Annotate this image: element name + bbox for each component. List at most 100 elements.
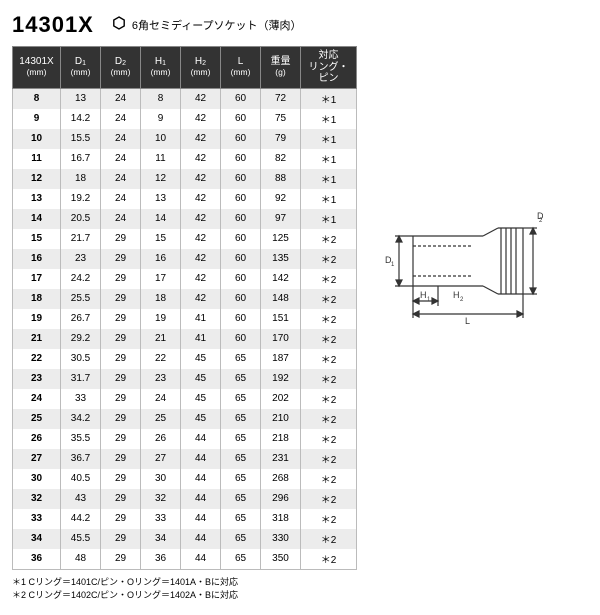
table-cell: 29 (101, 549, 141, 570)
table-cell: 42 (181, 269, 221, 289)
table-cell: 60 (221, 88, 261, 109)
column-header: L(mm) (221, 47, 261, 89)
table-row: 324329324465296＊2 (13, 489, 357, 509)
table-cell: 29 (101, 249, 141, 269)
table-row: 1926.729194160151＊2 (13, 309, 357, 329)
table-cell: ＊2 (301, 449, 357, 469)
table-cell: 40.5 (61, 469, 101, 489)
table-row: 2230.529224565187＊2 (13, 349, 357, 369)
table-cell: ＊2 (301, 329, 357, 349)
table-cell: 21.7 (61, 229, 101, 249)
table-cell: 33 (141, 509, 181, 529)
table-cell: 24.2 (61, 269, 101, 289)
table-cell: 34 (13, 529, 61, 549)
table-cell: 142 (261, 269, 301, 289)
table-cell: 29 (101, 529, 141, 549)
table-cell: 24 (101, 169, 141, 189)
table-cell: 79 (261, 129, 301, 149)
table-cell: 60 (221, 249, 261, 269)
footnotes: ＊1 Cリング＝1401C/ピン・Oリング＝1401A・Bに対応＊2 Cリング＝… (12, 576, 357, 603)
table-cell: 44 (181, 509, 221, 529)
table-cell: 41 (181, 309, 221, 329)
table-cell: 29 (101, 389, 141, 409)
table-cell: 60 (221, 269, 261, 289)
table-cell: ＊2 (301, 309, 357, 329)
table-row: 813248426072＊1 (13, 88, 357, 109)
table-cell: 268 (261, 469, 301, 489)
table-cell: 48 (61, 549, 101, 570)
table-cell: 15.5 (61, 129, 101, 149)
table-cell: 21 (13, 329, 61, 349)
table-cell: 42 (181, 289, 221, 309)
table-cell: 44.2 (61, 509, 101, 529)
spec-table-wrap: 14301X(mm)D1(mm)D2(mm)H1(mm)H2(mm)L(mm)重… (12, 46, 357, 603)
table-cell: 26 (13, 429, 61, 449)
table-cell: 8 (141, 88, 181, 109)
table-cell: 65 (221, 349, 261, 369)
table-cell: 23 (13, 369, 61, 389)
table-cell: 13 (61, 88, 101, 109)
socket-diagram: D1 D2 H1 H2 L (373, 206, 543, 331)
table-cell: 60 (221, 169, 261, 189)
table-cell: 12 (13, 169, 61, 189)
table-cell: 75 (261, 109, 301, 129)
table-cell: 33 (13, 509, 61, 529)
table-cell: ＊1 (301, 169, 357, 189)
table-cell: 30 (13, 469, 61, 489)
table-cell: ＊1 (301, 109, 357, 129)
column-header: H1(mm) (141, 47, 181, 89)
column-header: 対応リング・ピン (301, 47, 357, 89)
table-row: 914.2249426075＊1 (13, 109, 357, 129)
table-cell: ＊2 (301, 349, 357, 369)
table-cell: 24 (101, 149, 141, 169)
column-header: H2(mm) (181, 47, 221, 89)
svg-text:1: 1 (391, 262, 395, 268)
footnote-line: ＊2 Cリング＝1402C/ピン・Oリング＝1402A・Bに対応 (12, 589, 357, 603)
table-cell: 42 (181, 149, 221, 169)
table-cell: 44 (181, 489, 221, 509)
table-cell: 45 (181, 369, 221, 389)
table-cell: ＊2 (301, 269, 357, 289)
table-cell: 8 (13, 88, 61, 109)
table-cell: 27 (141, 449, 181, 469)
table-cell: 135 (261, 249, 301, 269)
table-cell: 16.7 (61, 149, 101, 169)
table-cell: 13 (13, 189, 61, 209)
table-cell: ＊2 (301, 509, 357, 529)
table-cell: ＊2 (301, 409, 357, 429)
table-row: 1521.729154260125＊2 (13, 229, 357, 249)
table-cell: 16 (141, 249, 181, 269)
table-cell: 12 (141, 169, 181, 189)
table-cell: 92 (261, 189, 301, 209)
table-cell: 42 (181, 229, 221, 249)
svg-text:H: H (420, 290, 427, 300)
table-cell: 42 (181, 249, 221, 269)
table-cell: 350 (261, 549, 301, 570)
table-cell: 29 (101, 369, 141, 389)
table-cell: 32 (13, 489, 61, 509)
table-cell: 17 (141, 269, 181, 289)
table-cell: 11 (141, 149, 181, 169)
table-cell: 24 (101, 129, 141, 149)
table-cell: 44 (181, 529, 221, 549)
table-cell: 29 (101, 289, 141, 309)
table-row: 162329164260135＊2 (13, 249, 357, 269)
table-row: 1116.72411426082＊1 (13, 149, 357, 169)
table-cell: 65 (221, 429, 261, 449)
table-cell: 29 (101, 269, 141, 289)
table-row: 1825.529184260148＊2 (13, 289, 357, 309)
table-row: 12182412426088＊1 (13, 169, 357, 189)
table-cell: 29 (101, 509, 141, 529)
table-cell: 210 (261, 409, 301, 429)
table-cell: 20.5 (61, 209, 101, 229)
table-cell: 23 (61, 249, 101, 269)
table-cell: 44 (181, 429, 221, 449)
table-cell: 60 (221, 329, 261, 349)
table-cell: 24 (13, 389, 61, 409)
table-cell: 35.5 (61, 429, 101, 449)
svg-text:H: H (453, 290, 460, 300)
table-row: 3344.229334465318＊2 (13, 509, 357, 529)
table-cell: 60 (221, 209, 261, 229)
footnote-line: ＊1 Cリング＝1401C/ピン・Oリング＝1401A・Bに対応 (12, 576, 357, 590)
table-cell: 31.7 (61, 369, 101, 389)
